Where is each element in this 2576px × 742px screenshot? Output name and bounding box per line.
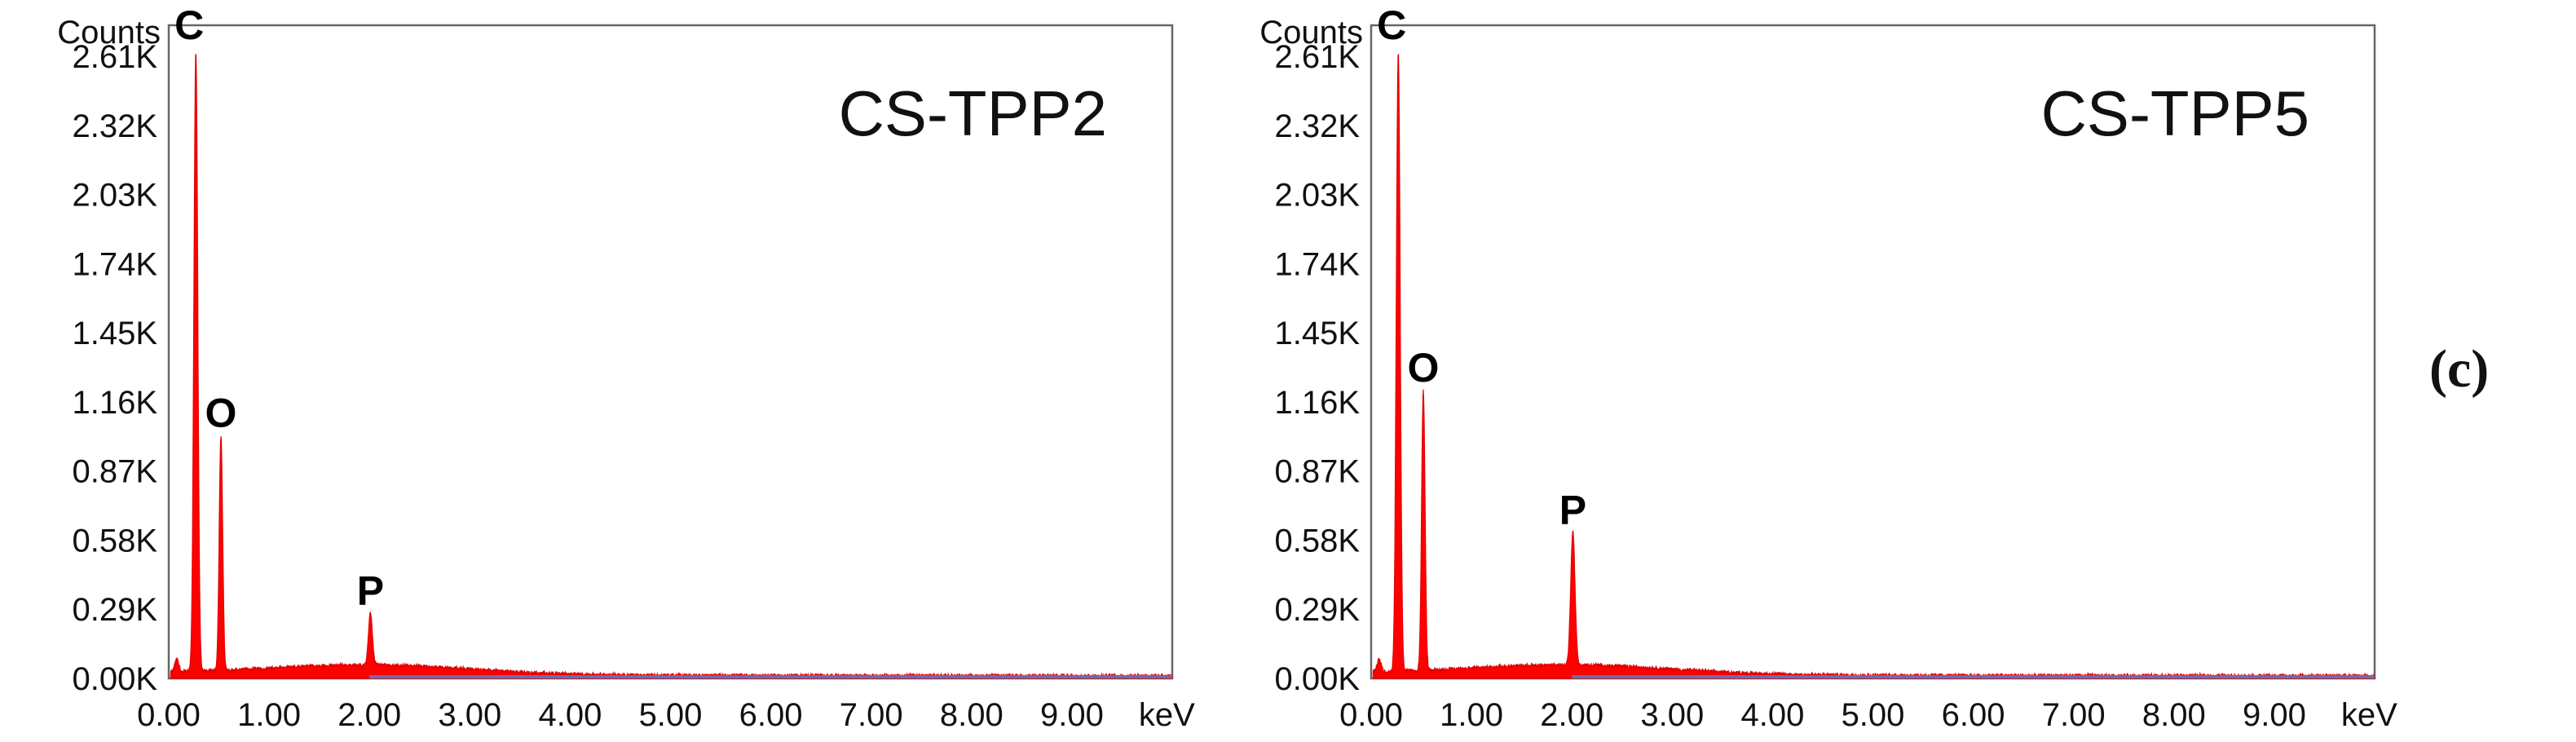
- peak-label-c: C: [174, 2, 204, 48]
- x-tick-label: 9.00: [2243, 697, 2306, 733]
- x-tick-label: 7.00: [840, 697, 903, 733]
- x-tick-label: 4.00: [1740, 697, 1804, 733]
- y-tick-label: 2.32K: [1274, 108, 1360, 144]
- y-tick-label: 1.16K: [1274, 385, 1360, 421]
- y-tick-label: 0.87K: [1274, 454, 1360, 490]
- x-tick-label: 0.00: [137, 697, 201, 733]
- spectrum-panel-cs-tpp5: 0.00K 0.29K 0.58K 0.87K 1.16K 1.45K 1.74K 2.03K…: [1259, 2, 2397, 733]
- y-ticks: 0.00K 0.29K 0.58K 0.87K 1.16K 1.45K 1.74K 2.03K…: [1274, 39, 1360, 697]
- panel-title: CS-TPP2: [839, 77, 1107, 149]
- x-tick-label: 0.00: [1339, 697, 1403, 733]
- y-axis-label: Counts: [57, 15, 161, 51]
- y-tick-label: 0.00K: [1274, 661, 1360, 697]
- x-tick-label: 8.00: [2142, 697, 2206, 733]
- peak-label-o: O: [205, 391, 237, 436]
- y-tick-label: 1.16K: [72, 385, 157, 421]
- spectrum-trace: [170, 54, 1173, 680]
- spectrum-panel-cs-tpp2: 0.00K 0.29K 0.58K 0.87K 1.16K 1.45K 1.74K 2.03K…: [57, 2, 1195, 733]
- x-tick-label: 2.00: [337, 697, 401, 733]
- x-ticks: 0.00 1.00 2.00 3.00 4.00 5.00 6.00 7.00 8.00 9.00: [1339, 697, 2306, 733]
- peak-label-p: P: [1559, 487, 1586, 532]
- x-axis-label: keV: [2341, 697, 2397, 733]
- y-tick-label: 1.74K: [1274, 246, 1360, 282]
- x-axis-label: keV: [1139, 697, 1195, 733]
- peak-label-c: C: [1377, 2, 1406, 48]
- x-tick-label: 1.00: [1440, 697, 1503, 733]
- x-tick-label: 2.00: [1540, 697, 1603, 733]
- y-tick-label: 0.29K: [72, 592, 157, 628]
- y-tick-label: 0.58K: [1274, 523, 1360, 559]
- spectrum-trace: [1372, 54, 2375, 680]
- x-tick-label: 5.00: [1842, 697, 1905, 733]
- x-tick-label: 4.00: [538, 697, 602, 733]
- figure-panel-label: (c): [2429, 339, 2490, 399]
- y-axis-label: Counts: [1259, 15, 1363, 51]
- y-tick-label: 2.32K: [72, 108, 157, 144]
- x-tick-label: 3.00: [1640, 697, 1704, 733]
- y-tick-label: 0.00K: [72, 661, 157, 697]
- y-tick-label: 1.74K: [72, 246, 157, 282]
- x-tick-label: 3.00: [438, 697, 501, 733]
- y-tick-label: 0.29K: [1274, 592, 1360, 628]
- x-ticks: 0.00 1.00 2.00 3.00 4.00 5.00 6.00 7.00 8.00 9.00: [137, 697, 1104, 733]
- x-tick-label: 6.00: [739, 697, 803, 733]
- peak-label-p: P: [357, 568, 384, 614]
- y-ticks: 0.00K 0.29K 0.58K 0.87K 1.16K 1.45K 1.74K 2.03K…: [72, 39, 157, 697]
- x-tick-label: 8.00: [940, 697, 1003, 733]
- y-tick-label: 0.58K: [72, 523, 157, 559]
- y-tick-label: 2.03K: [72, 178, 157, 214]
- y-tick-label: 1.45K: [1274, 316, 1360, 351]
- x-tick-label: 5.00: [639, 697, 703, 733]
- peak-label-o: O: [1408, 345, 1440, 391]
- y-tick-label: 2.61K: [72, 39, 157, 75]
- panel-title: CS-TPP5: [2041, 77, 2309, 149]
- x-tick-label: 6.00: [1942, 697, 2005, 733]
- y-tick-label: 0.87K: [72, 454, 157, 490]
- x-tick-label: 9.00: [1040, 697, 1104, 733]
- x-tick-label: 7.00: [2042, 697, 2106, 733]
- x-tick-label: 1.00: [237, 697, 301, 733]
- y-tick-label: 1.45K: [72, 316, 157, 351]
- y-tick-label: 2.61K: [1274, 39, 1360, 75]
- y-tick-label: 2.03K: [1274, 178, 1360, 214]
